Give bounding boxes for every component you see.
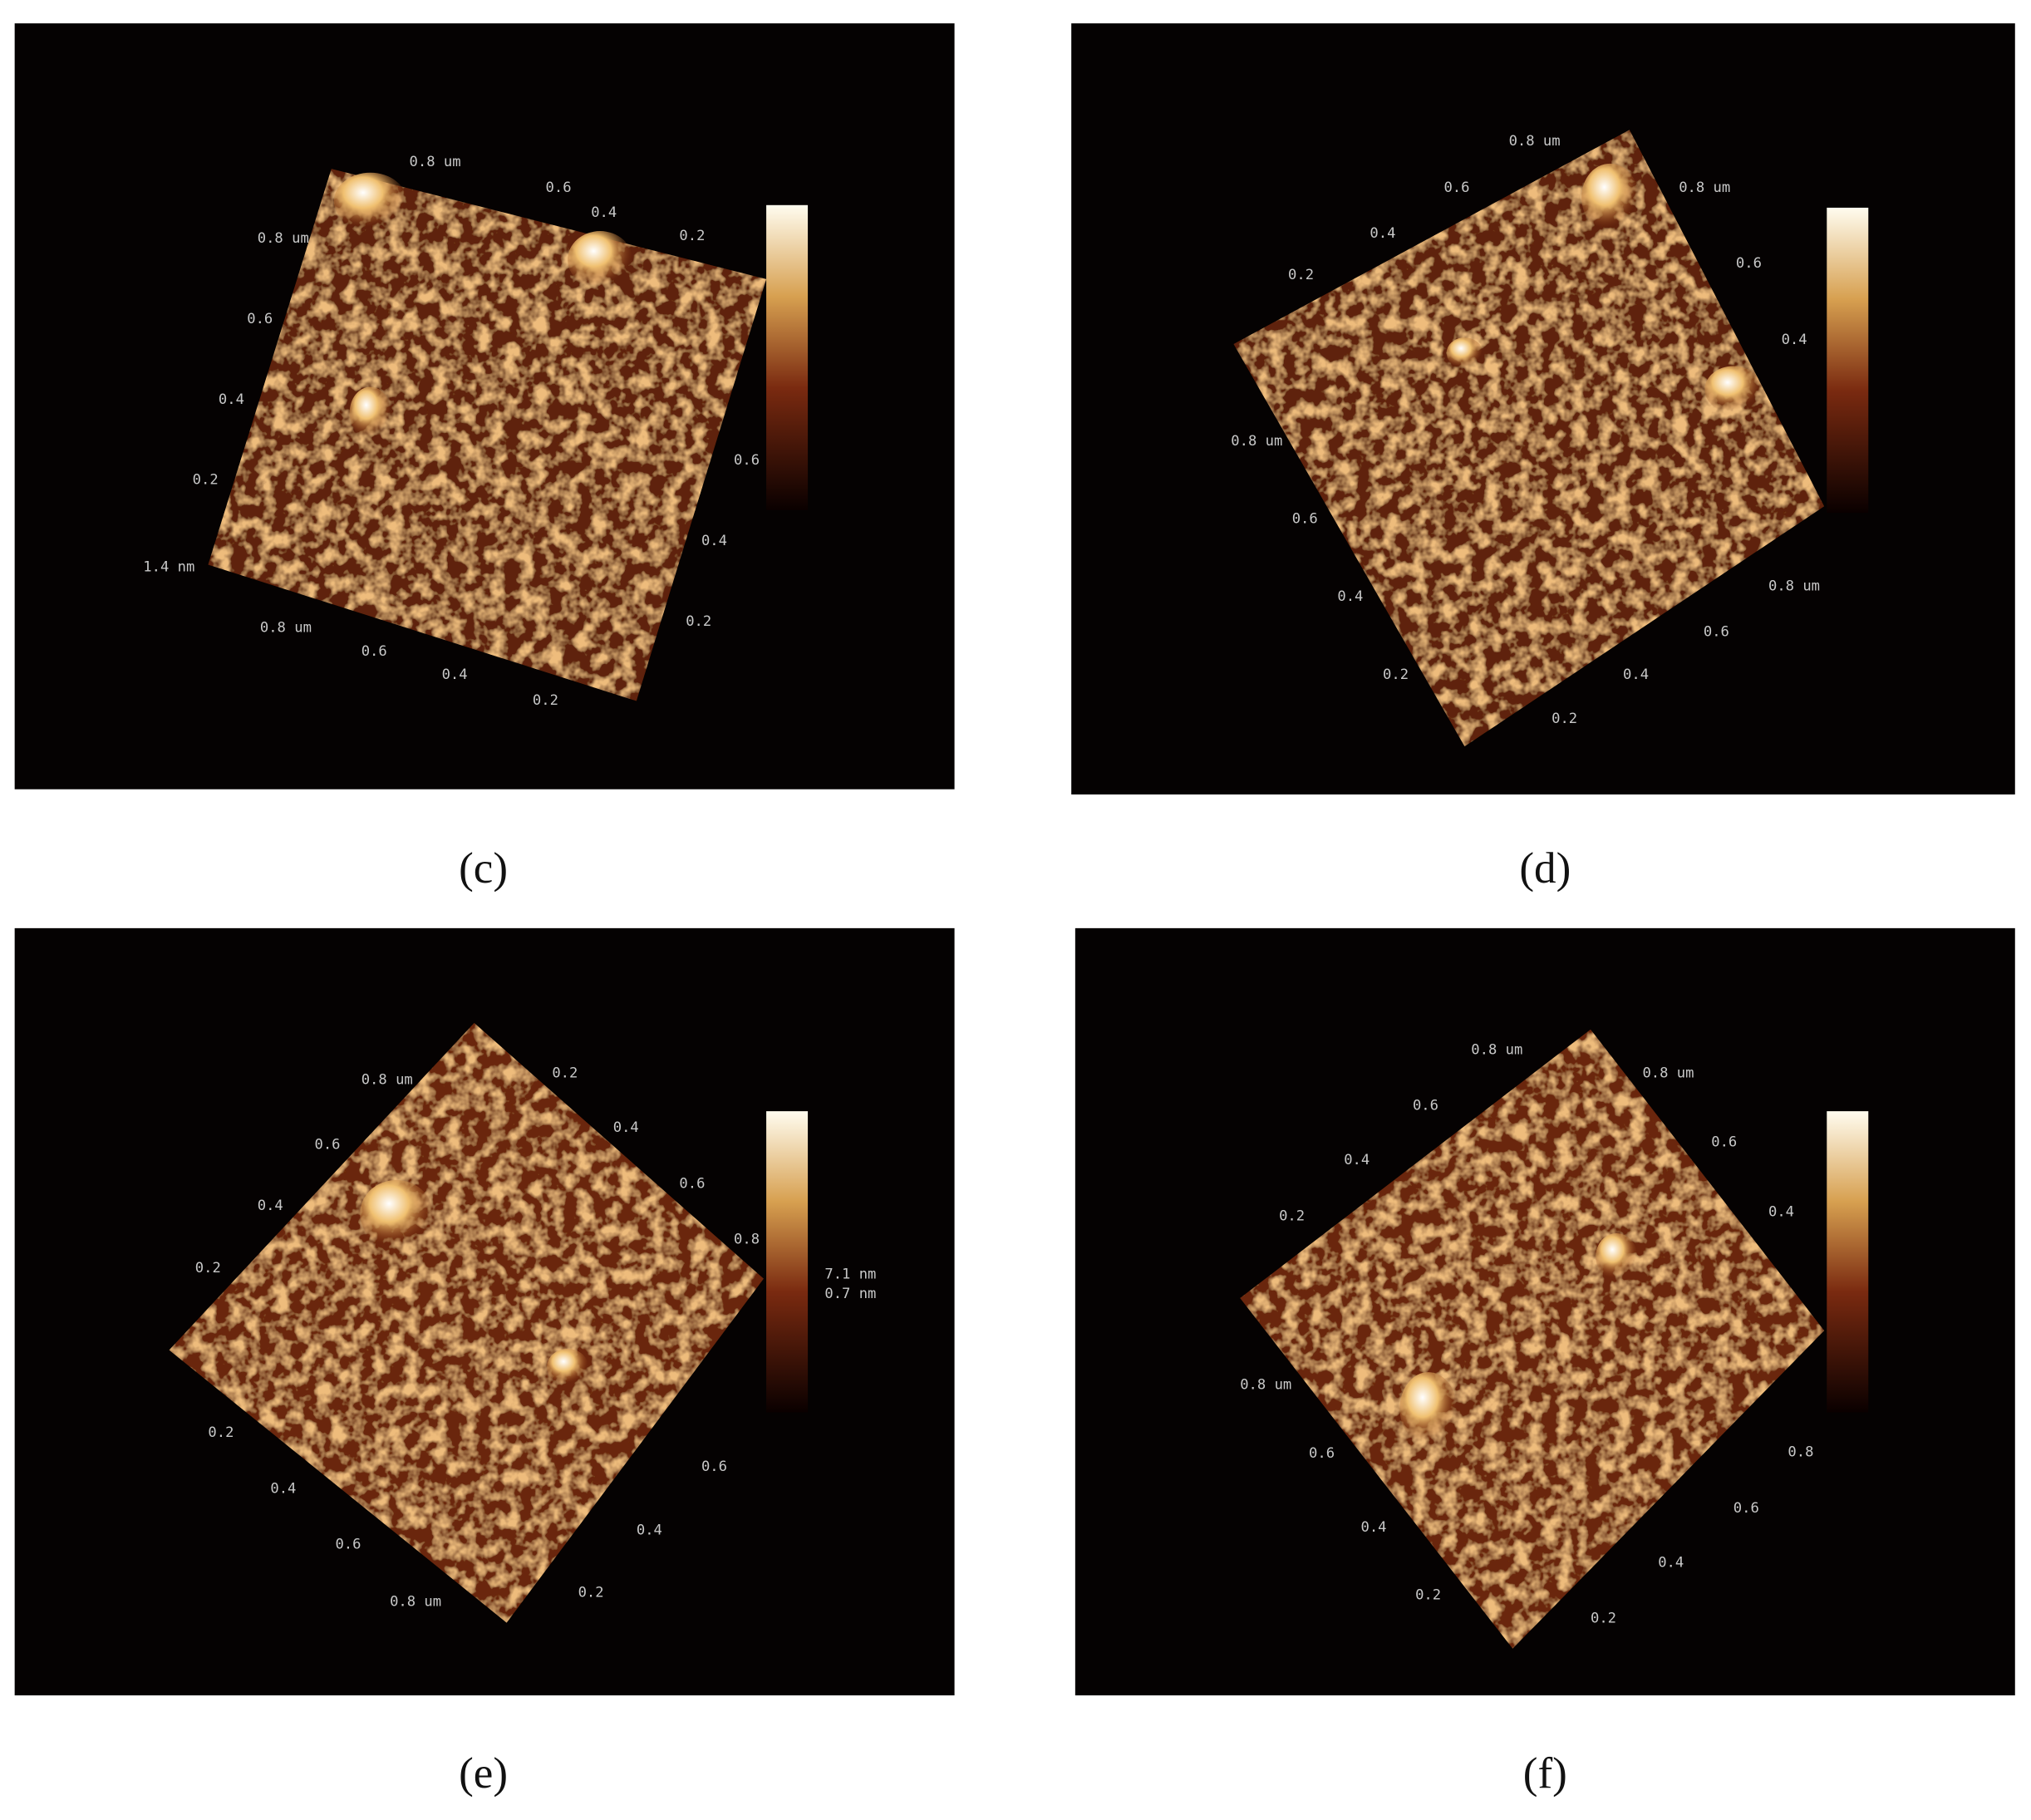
axis-label: 0.8 um [390, 1593, 441, 1610]
axis-label: 0.4 [1768, 1204, 1794, 1221]
axis-label: 0.4 [1658, 1554, 1684, 1571]
axis-label: 0.8 um [1768, 578, 1820, 595]
axis-label: 0.4 [1782, 332, 1807, 348]
axis-label: 0.2 [1552, 711, 1577, 727]
peak [1446, 337, 1483, 369]
axis-label: 0.2 [208, 1424, 234, 1441]
color-bar [766, 204, 809, 510]
axis-label: 0.8 [734, 1231, 760, 1247]
axis-label: 0.6 [679, 1175, 705, 1192]
afm-surface [169, 1022, 764, 1623]
axis-label: 0.4 [258, 1198, 283, 1214]
panel-caption: (c) [459, 844, 508, 893]
axis-label: 0.6 [247, 311, 273, 327]
axis-label: 0.4 [591, 204, 617, 221]
axis-label: 0.4 [219, 391, 244, 408]
afm-surface [208, 169, 767, 701]
peak [547, 1348, 589, 1385]
axis-label: 0.6 [1309, 1445, 1335, 1462]
axis-label: 0.8 um [260, 620, 312, 637]
axis-label: 0.8 um [258, 230, 309, 247]
color-bar [1827, 207, 1869, 514]
axis-label: 0.2 [578, 1584, 604, 1601]
axis-label: 0.4 [1370, 225, 1395, 242]
axis-label: 0.6 [1413, 1098, 1438, 1114]
axis-label: 0.2 [533, 692, 558, 709]
axis-label: 0.6 [734, 452, 760, 469]
axis-label: 0.2 [195, 1260, 221, 1276]
axis-label: 0.2 [679, 228, 705, 244]
peak [1581, 163, 1639, 232]
color-bar [1827, 1111, 1869, 1413]
axis-label: 0.8 um [410, 154, 461, 170]
axis-label: 0.6 [1292, 511, 1318, 528]
axis-label: 0.2 [1279, 1208, 1305, 1224]
axis-label: 0.4 [1623, 667, 1649, 683]
panel-c [14, 23, 955, 789]
axis-label: 0.2 [1288, 267, 1314, 283]
peak [360, 1179, 433, 1248]
axis-label: 0.8 um [1642, 1065, 1694, 1082]
afm-surface [1240, 1029, 1825, 1649]
axis-label: 0.6 [1704, 623, 1729, 640]
axis-label: 0.8 um [1240, 1376, 1291, 1393]
color-bar [766, 1111, 809, 1413]
axis-label: 0.8 um [361, 1071, 413, 1088]
peak [1399, 1372, 1458, 1445]
peak [333, 172, 407, 230]
peak [1704, 366, 1763, 413]
axis-label: 0.6 [701, 1458, 727, 1475]
peak [568, 231, 633, 288]
axis-label: 0.8 um [1471, 1041, 1522, 1058]
panel-caption: (e) [459, 1749, 508, 1798]
axis-label: 0.6 [1733, 1500, 1759, 1517]
axis-label: 0.4 [637, 1522, 662, 1538]
axis-label: 0.4 [1337, 588, 1363, 605]
panel-caption: (d) [1519, 844, 1571, 893]
panel-caption: (f) [1523, 1749, 1567, 1798]
axis-label: 0.8 um [1509, 133, 1561, 150]
axis-label: 0.2 [193, 472, 219, 489]
panel-f [1075, 927, 2015, 1696]
peak [1596, 1232, 1638, 1281]
axis-label: 1.4 nm [143, 558, 194, 575]
axis-label: 0.4 [270, 1480, 296, 1497]
axis-label: 0.6 [335, 1537, 361, 1553]
axis-label: 0.8 [1788, 1444, 1813, 1461]
peak [349, 386, 391, 439]
axis-label: 0.4 [701, 533, 727, 549]
axis-label: 0.8 um [1231, 433, 1282, 450]
axis-label: 0.8 um [1679, 180, 1730, 196]
axis-label: 0.6 [1711, 1134, 1737, 1150]
axis-label: 0.6 [361, 643, 387, 660]
axis-label: 0.7 nm [824, 1286, 876, 1302]
axis-label: 0.6 [1736, 255, 1762, 272]
panel-e [14, 927, 955, 1696]
axis-label: 0.4 [1344, 1152, 1370, 1168]
axis-label: 0.2 [1415, 1586, 1441, 1603]
afm-surface [1233, 130, 1825, 747]
axis-label: 7.1 nm [824, 1267, 876, 1283]
axis-label: 0.6 [1443, 180, 1469, 196]
axis-label: 0.4 [442, 667, 468, 683]
axis-label: 0.2 [1591, 1611, 1616, 1627]
axis-label: 0.2 [552, 1065, 578, 1082]
axis-label: 0.6 [314, 1136, 340, 1153]
axis-label: 0.4 [613, 1119, 639, 1136]
axis-label: 0.6 [546, 180, 572, 196]
axis-label: 0.4 [1361, 1519, 1387, 1536]
axis-label: 0.2 [1383, 667, 1409, 683]
panel-d [1071, 23, 2015, 794]
axis-label: 0.2 [686, 613, 711, 630]
